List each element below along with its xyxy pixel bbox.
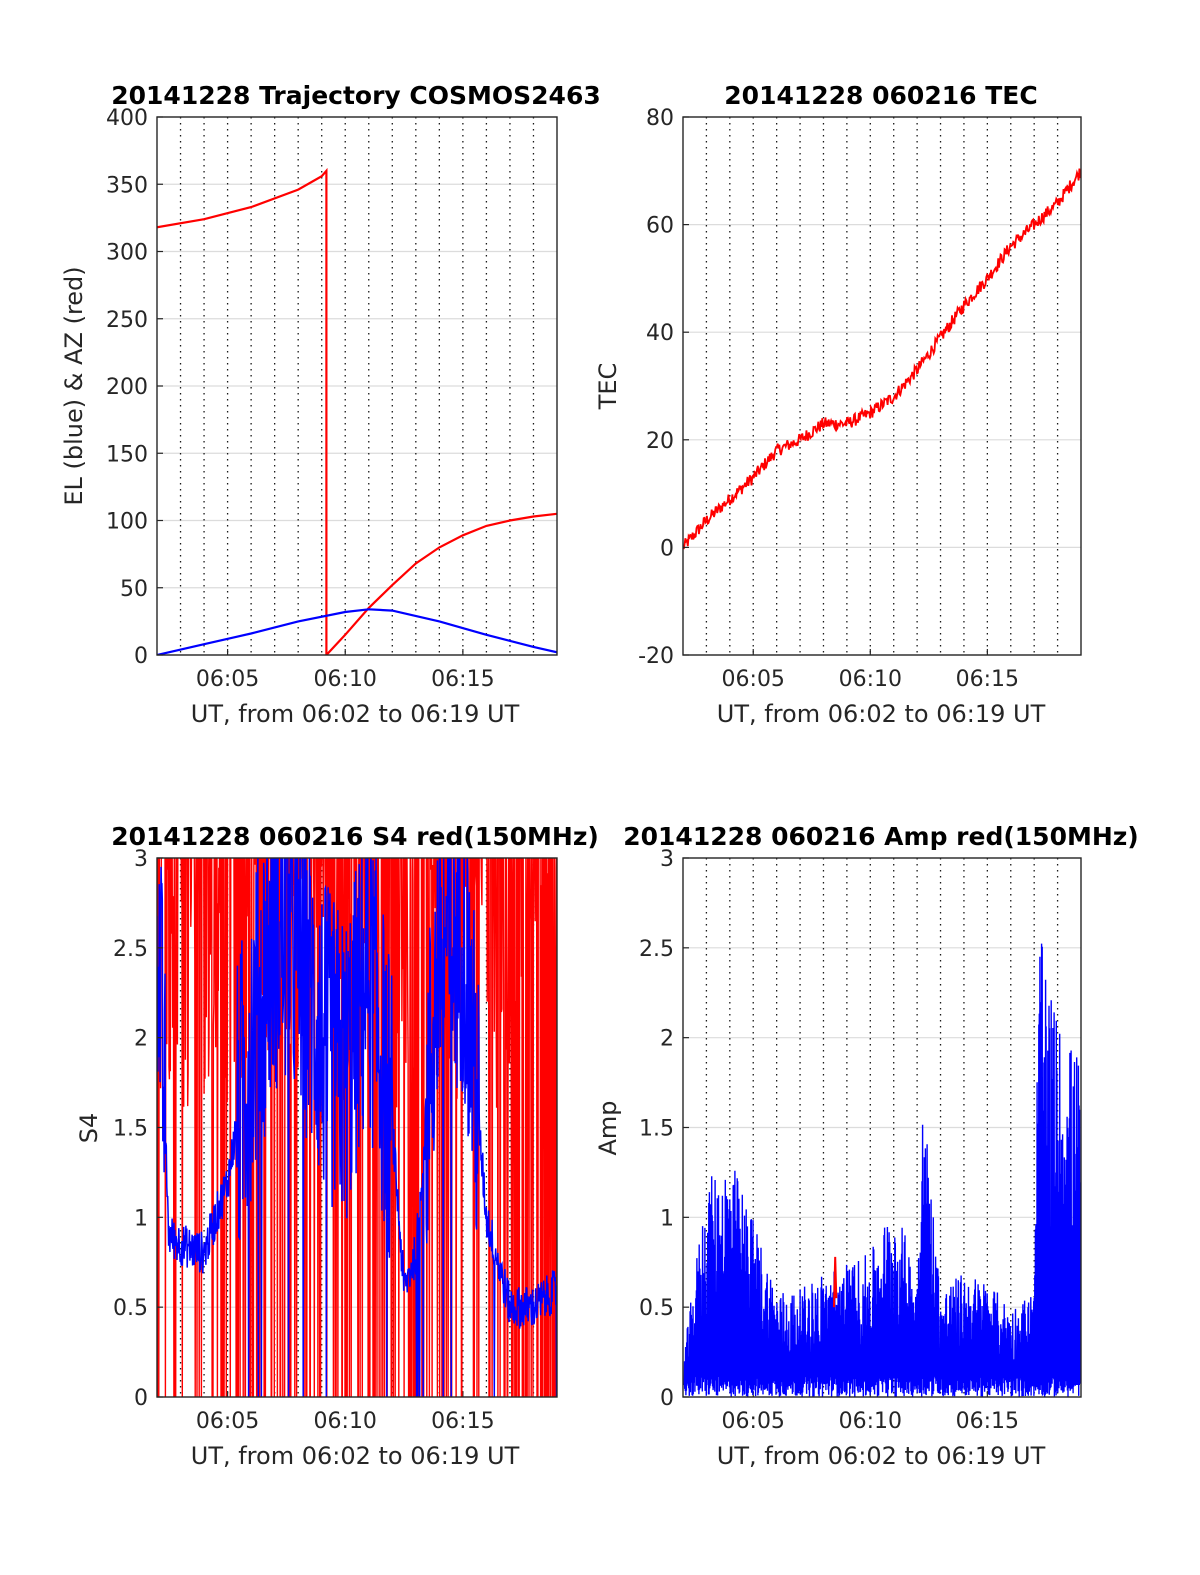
y-axis-label: EL (blue) & AZ (red) [60,266,88,505]
y-tick-label: 1.5 [113,1117,148,1142]
chart-tec: UT, from 06:02 to 06:19 UT TEC -20 0 20 40 6… [594,81,1082,728]
y-tick-label: 60 [646,214,674,239]
y-tick-label: 80 [646,106,674,131]
y-tick-label: 2 [134,1027,148,1052]
chart-title: 20141228 Trajectory COSMOS2463 [111,81,601,110]
series-line [683,168,1081,550]
y-tick-label: 250 [106,308,148,333]
y-tick-label: 200 [106,375,148,400]
chart-title: 20141228 060216 Amp red(150MHz) [623,822,1139,851]
chart-trajectory: UT, from 06:02 to 06:19 UT EL (blue) & A… [60,81,601,728]
y-tick-label: 20 [646,429,674,454]
x-tick-label: 06:10 [314,1409,377,1434]
y-tick-label: 50 [120,577,148,602]
series-line [157,608,557,655]
y-tick-label: 100 [106,510,148,535]
y-tick-label: 2 [660,1027,674,1052]
y-tick-label: 400 [106,106,148,131]
y-tick-label: 1 [134,1206,148,1231]
x-tick-label: 06:15 [956,1409,1019,1434]
y-axis-label: S4 [75,1113,103,1144]
series-line [157,858,557,1397]
y-tick-label: 0.5 [639,1296,674,1321]
x-tick-label: 06:15 [956,667,1019,692]
x-tick-label: 06:10 [839,667,902,692]
y-axis-label: Amp [594,1100,622,1155]
series-line [683,943,1081,1397]
y-tick-label: -20 [638,644,674,669]
x-axis-label: UT, from 06:02 to 06:19 UT [191,1442,520,1470]
y-tick-label: 0.5 [113,1296,148,1321]
x-tick-label: 06:05 [722,1409,785,1434]
y-tick-label: 150 [106,442,148,467]
y-tick-label: 0 [660,1386,674,1411]
axes-frame [156,857,558,1398]
plot-marks [683,943,1081,1397]
y-tick-label: 3 [660,847,674,872]
x-axis-label: UT, from 06:02 to 06:19 UT [717,700,1046,728]
x-tick-label: 06:15 [431,1409,494,1434]
plot-marks [157,167,557,655]
plot-marks [683,168,1081,550]
x-axis-label: UT, from 06:02 to 06:19 UT [191,700,520,728]
x-tick-label: 06:10 [314,667,377,692]
x-tick-label: 06:05 [196,667,259,692]
x-tick-label: 06:05 [722,667,785,692]
chart-title: 20141228 060216 S4 red(150MHz) [111,822,599,851]
y-tick-label: 2.5 [113,937,148,962]
axes-frame [682,857,1082,1398]
y-tick-label: 0 [134,1386,148,1411]
y-tick-label: 0 [660,536,674,561]
y-tick-label: 40 [646,321,674,346]
y-axis-label: TEC [594,363,622,411]
y-tick-label: 2.5 [639,937,674,962]
axes-frame [682,116,1082,656]
series-line [833,1256,838,1308]
chart-amp: UT, from 06:02 to 06:19 UT Amp 0 0.5 1 1.5 2… [594,822,1139,1470]
y-tick-label: 3 [134,847,148,872]
y-tick-label: 300 [106,241,148,266]
y-tick-label: 0 [134,644,148,669]
x-axis-label: UT, from 06:02 to 06:19 UT [717,1442,1046,1470]
chart-title: 20141228 060216 TEC [724,81,1037,110]
y-tick-label: 350 [106,173,148,198]
plot-marks [157,858,557,1397]
y-tick-label: 1 [660,1206,674,1231]
axes-frame [156,116,558,656]
y-tick-label: 1.5 [639,1117,674,1142]
chart-s4: UT, from 06:02 to 06:19 UT S4 0 0.5 1 1.5 2 2… [75,822,599,1470]
series-line [157,167,557,655]
x-tick-label: 06:15 [431,667,494,692]
x-tick-label: 06:05 [196,1409,259,1434]
plot-area [683,117,1081,655]
x-tick-label: 06:10 [839,1409,902,1434]
